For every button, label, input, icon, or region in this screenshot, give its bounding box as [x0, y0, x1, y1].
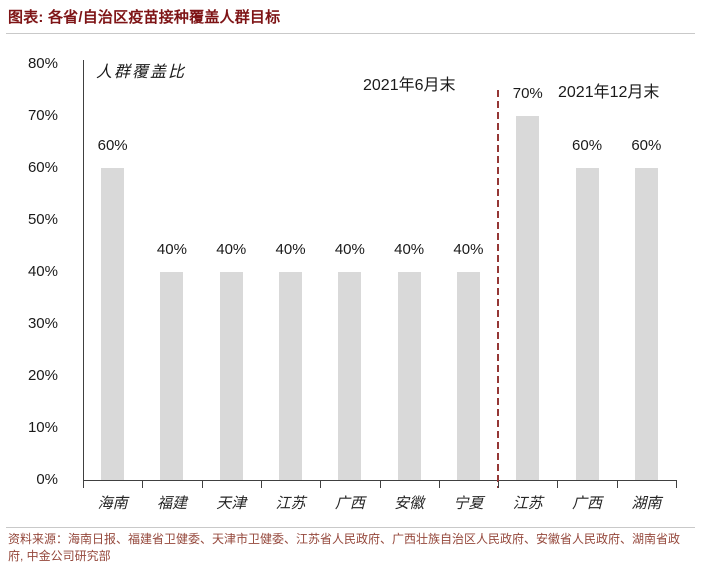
y-axis-tick-label: 40% — [27, 263, 58, 280]
y-axis-tick-label: 10% — [27, 419, 58, 436]
x-axis-tick-mark — [260, 481, 262, 488]
bar-value-label: 40% — [275, 241, 306, 258]
bar-广西 — [575, 168, 599, 480]
bar-value-label: 40% — [216, 241, 247, 258]
y-axis-title: 人群覆盖比 — [96, 62, 187, 81]
chart-title: 图表: 各省/自治区疫苗接种覆盖人群目标 — [8, 9, 281, 26]
bar-value-label: 60% — [572, 137, 603, 154]
bar-广西 — [338, 272, 362, 480]
bar-福建 — [160, 272, 184, 480]
footer-divider-line — [6, 527, 695, 528]
x-axis-tick-mark — [498, 481, 500, 488]
x-axis-tick-mark — [320, 481, 322, 488]
period-divider-dashed-line — [497, 90, 499, 488]
title-divider-line — [6, 33, 695, 34]
bar-安徽 — [397, 272, 421, 480]
x-axis-category-label: 江苏 — [512, 494, 543, 512]
bar-宁夏 — [456, 272, 480, 480]
x-axis-tick-mark — [616, 481, 618, 488]
bar-value-label: 40% — [156, 241, 187, 258]
x-axis-tick-mark — [557, 481, 559, 488]
bar-江苏 — [516, 116, 540, 480]
x-axis-category-label: 海南 — [97, 494, 128, 512]
bar-value-label: 40% — [334, 241, 365, 258]
y-axis-line — [83, 60, 84, 481]
x-axis-category-label: 宁夏 — [453, 494, 484, 512]
y-axis-tick-label: 30% — [27, 315, 58, 332]
bar-value-label: 60% — [631, 137, 662, 154]
bar-海南 — [101, 168, 125, 480]
y-axis-tick-label: 20% — [27, 367, 58, 384]
x-axis-category-label: 湖南 — [631, 494, 662, 512]
bar-value-label: 60% — [97, 137, 128, 154]
bar-value-label: 40% — [453, 241, 484, 258]
x-axis-category-label: 安徽 — [394, 494, 425, 512]
x-axis-tick-mark — [142, 481, 144, 488]
x-axis-category-label: 天津 — [216, 494, 247, 512]
x-axis-category-label: 江苏 — [275, 494, 306, 512]
group-label-june-2021: 2021年6月末 — [363, 77, 456, 94]
y-axis-tick-label: 0% — [36, 471, 58, 488]
bar-湖南 — [634, 168, 658, 480]
source-attribution: 资料来源：海南日报、福建省卫健委、天津市卫健委、江苏省人民政府、广西壮族自治区人… — [8, 532, 681, 563]
bar-value-label: 40% — [394, 241, 425, 258]
x-axis-category-label: 福建 — [156, 494, 187, 512]
bar-江苏 — [279, 272, 303, 480]
x-axis-tick-mark — [379, 481, 381, 488]
x-axis-category-label: 广西 — [572, 494, 603, 512]
x-axis-tick-mark — [676, 481, 677, 488]
y-axis-tick-label: 50% — [27, 211, 58, 228]
group-label-december-2021: 2021年12月末 — [558, 84, 660, 101]
bar-天津 — [219, 272, 243, 480]
x-axis-category-label: 广西 — [334, 494, 365, 512]
x-axis-line — [83, 480, 677, 481]
x-axis-tick-mark — [83, 481, 84, 488]
x-axis-tick-mark — [201, 481, 203, 488]
y-axis-tick-label: 80% — [27, 55, 58, 72]
bar-value-label: 70% — [512, 85, 543, 102]
y-axis-tick-label: 70% — [27, 107, 58, 124]
y-axis-tick-label: 60% — [27, 159, 58, 176]
x-axis-tick-mark — [438, 481, 440, 488]
